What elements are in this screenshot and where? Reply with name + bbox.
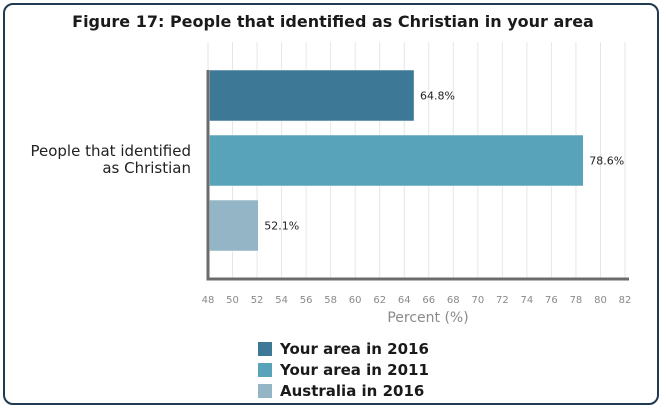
bar-2 — [209, 134, 584, 187]
x-tick-label: 72 — [496, 295, 509, 306]
x-tick-label: 68 — [447, 295, 460, 306]
x-tick-label: 48 — [202, 295, 215, 306]
legend-item-3: Australia in 2016 — [258, 380, 429, 401]
data-label-2: 78.6% — [589, 155, 624, 168]
x-tick-labels: 48 50 52 54 56 58 60 62 64 66 68 70 72 74 76 78 80 82 — [202, 295, 632, 306]
category-label-line1: People that identified — [30, 142, 191, 160]
x-tick-label: 66 — [422, 295, 435, 306]
legend-label: Your area in 2011 — [280, 360, 429, 379]
x-tick-label: 50 — [226, 295, 239, 306]
legend-item-1: Your area in 2016 — [258, 338, 429, 359]
x-tick-label: 80 — [594, 295, 607, 306]
x-tick-label: 74 — [521, 295, 534, 306]
x-tick-label: 58 — [324, 295, 337, 306]
x-tick-label: 52 — [251, 295, 264, 306]
data-label-1: 64.8% — [420, 90, 455, 103]
category-label-line2: as Christian — [102, 159, 191, 177]
legend-swatch — [258, 341, 272, 356]
bar-1 — [209, 69, 415, 122]
data-label-3: 52.1% — [264, 220, 299, 233]
x-tick-label: 82 — [619, 295, 632, 306]
legend-label: Australia in 2016 — [280, 381, 425, 400]
legend-swatch — [258, 383, 272, 398]
legend-swatch — [258, 362, 272, 377]
x-tick-label: 78 — [570, 295, 583, 306]
x-tick-label: 60 — [349, 295, 362, 306]
data-labels: 64.8% 78.6% 52.1% — [264, 90, 624, 233]
x-tick-label: 64 — [398, 295, 411, 306]
x-axis-label: Percent (%) — [387, 310, 468, 326]
x-tick-label: 70 — [471, 295, 484, 306]
x-tick-label: 62 — [373, 295, 386, 306]
chart-title: Figure 17: People that identified as Chr… — [72, 12, 594, 31]
bars — [209, 69, 584, 252]
legend-item-2: Your area in 2011 — [258, 359, 429, 380]
legend-label: Your area in 2016 — [280, 339, 429, 358]
x-tick-label: 54 — [275, 295, 288, 306]
legend: Your area in 2016 Your area in 2011 Austra… — [258, 338, 429, 401]
bar-3 — [209, 199, 259, 252]
x-tick-label: 56 — [300, 295, 313, 306]
x-tick-label: 76 — [545, 295, 558, 306]
